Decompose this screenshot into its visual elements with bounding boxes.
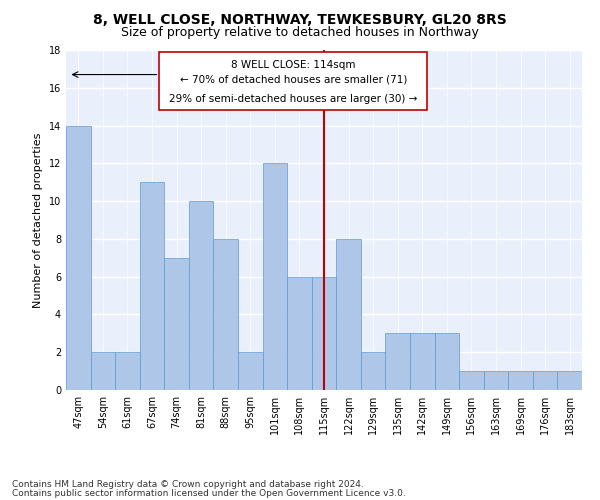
Bar <box>459 371 484 390</box>
Text: 8 WELL CLOSE: 114sqm: 8 WELL CLOSE: 114sqm <box>231 60 356 70</box>
Bar <box>385 334 410 390</box>
Bar <box>312 276 336 390</box>
Bar <box>263 164 287 390</box>
Text: Contains HM Land Registry data © Crown copyright and database right 2024.: Contains HM Land Registry data © Crown c… <box>12 480 364 489</box>
Text: Contains public sector information licensed under the Open Government Licence v3: Contains public sector information licen… <box>12 488 406 498</box>
Bar <box>189 201 214 390</box>
Bar <box>508 371 533 390</box>
Bar <box>410 334 434 390</box>
Bar <box>91 352 115 390</box>
Bar <box>214 239 238 390</box>
Bar <box>533 371 557 390</box>
Bar <box>115 352 140 390</box>
FancyBboxPatch shape <box>160 52 427 110</box>
Bar <box>361 352 385 390</box>
Text: 29% of semi-detached houses are larger (30) →: 29% of semi-detached houses are larger (… <box>169 94 418 104</box>
Bar <box>164 258 189 390</box>
Bar <box>238 352 263 390</box>
Bar <box>484 371 508 390</box>
Text: 8, WELL CLOSE, NORTHWAY, TEWKESBURY, GL20 8RS: 8, WELL CLOSE, NORTHWAY, TEWKESBURY, GL2… <box>93 12 507 26</box>
Bar <box>336 239 361 390</box>
Bar <box>434 334 459 390</box>
Bar <box>287 276 312 390</box>
Y-axis label: Number of detached properties: Number of detached properties <box>33 132 43 308</box>
Bar <box>66 126 91 390</box>
Bar <box>557 371 582 390</box>
Text: Size of property relative to detached houses in Northway: Size of property relative to detached ho… <box>121 26 479 39</box>
Bar <box>140 182 164 390</box>
Text: ← 70% of detached houses are smaller (71): ← 70% of detached houses are smaller (71… <box>179 74 407 85</box>
